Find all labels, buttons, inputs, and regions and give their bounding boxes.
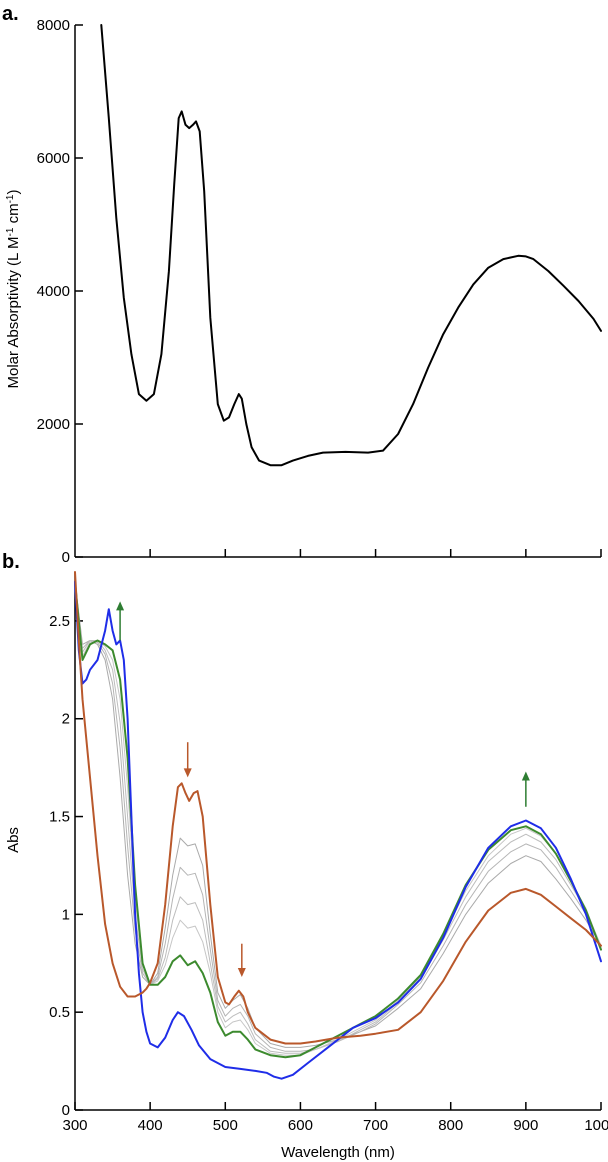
x-tick-label: 400 <box>138 1117 163 1134</box>
y-tick-label: 1.5 <box>49 809 70 826</box>
y-tick-label: 1 <box>62 906 70 923</box>
x-tick-label: 700 <box>363 1117 388 1134</box>
x-tick-label: 300 <box>62 1117 87 1134</box>
panel-b-x-axis-title: Wavelength (nm) <box>281 1144 395 1161</box>
panel-b-plot: 0 0.5 1 1.5 2 2.5 300 400 500 600 700 800 900 1000 A… <box>5 571 608 1161</box>
panel-b-arrows <box>116 601 530 977</box>
x-tick-label: 800 <box>438 1117 463 1134</box>
series-line-3 <box>74 581 602 1056</box>
x-tick-label: 600 <box>288 1117 313 1134</box>
series-line-1 <box>74 581 602 1052</box>
panel-a-series <box>100 24 602 467</box>
series-line-0 <box>100 24 602 467</box>
series-line-5 <box>74 580 602 1080</box>
y-tick-label: 8000 <box>37 17 70 34</box>
panel-a-x-ticks <box>149 549 602 557</box>
series-line-4 <box>74 580 602 1059</box>
arrow-up-3 <box>521 771 530 807</box>
series-line-6 <box>74 571 602 1045</box>
y-tick-label: 6000 <box>37 150 70 167</box>
y-tick-label: 0 <box>62 549 70 566</box>
x-tick-label: 500 <box>213 1117 238 1134</box>
x-tick-label: 1000 <box>584 1117 608 1134</box>
y-tick-label: 0.5 <box>49 1004 70 1021</box>
panel-a-plot: 0 2000 4000 6000 8000 Molar Absorptivity (L … <box>5 17 602 566</box>
y-tick-label: 2.5 <box>49 613 70 630</box>
y-tick-label: 0 <box>62 1102 70 1119</box>
arrow-down-1 <box>183 742 192 778</box>
panel-b-y-axis-title: Abs <box>5 827 22 853</box>
y-tick-label: 4000 <box>37 283 70 300</box>
series-line-0 <box>74 581 602 1048</box>
panel-b-label: b. <box>2 551 20 573</box>
panel-a-y-axis-title: Molar Absorptivity (L M-1 cm-1) <box>5 190 23 389</box>
y-tick-label: 2000 <box>37 416 70 433</box>
series-line-2 <box>74 581 602 1054</box>
panel-b-x-ticks: 300 400 500 600 700 800 900 1000 <box>62 1102 608 1134</box>
panel-b-y-ticks: 0 0.5 1 1.5 2 2.5 <box>49 613 83 1119</box>
panel-a-y-ticks: 0 2000 4000 6000 8000 <box>37 17 83 566</box>
y-tick-label: 2 <box>62 711 70 728</box>
arrow-up-0 <box>116 601 125 641</box>
arrow-down-2 <box>237 943 246 977</box>
x-tick-label: 900 <box>513 1117 538 1134</box>
panel-b-series <box>74 571 602 1080</box>
panel-a-label: a. <box>2 3 19 25</box>
